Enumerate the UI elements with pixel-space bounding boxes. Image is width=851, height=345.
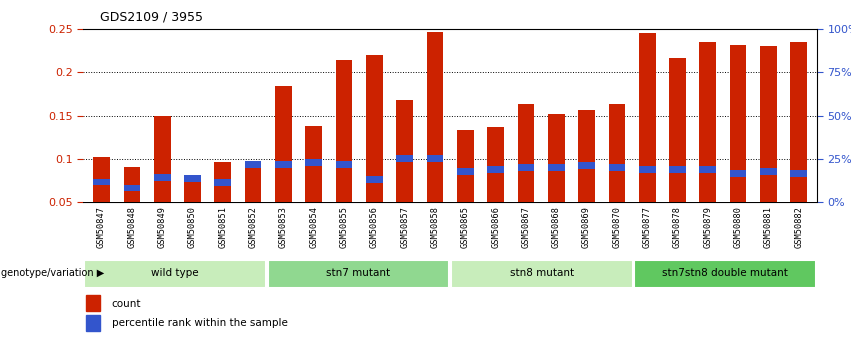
Bar (700, 166, 717, 172)
Bar (608, 164, 625, 171)
Bar (548, 114, 564, 202)
Text: GSM50878: GSM50878 (673, 206, 682, 248)
Text: genotype/variation ▶: genotype/variation ▶ (1, 268, 104, 278)
Bar (245, 161, 261, 168)
Bar (87, 315, 100, 331)
Bar (517, 164, 534, 171)
Bar (669, 58, 686, 202)
Text: stn8 mutant: stn8 mutant (510, 268, 574, 278)
Bar (426, 155, 443, 162)
Text: GDS2109 / 3955: GDS2109 / 3955 (100, 10, 203, 23)
Text: count: count (111, 299, 141, 309)
Bar (730, 45, 746, 202)
Bar (635, 260, 816, 288)
Text: percentile rank within the sample: percentile rank within the sample (111, 318, 288, 328)
Text: GSM50857: GSM50857 (400, 206, 409, 248)
Text: GSM50867: GSM50867 (522, 206, 530, 248)
Text: GSM50881: GSM50881 (764, 206, 773, 248)
Bar (366, 176, 383, 183)
Text: GSM50866: GSM50866 (491, 206, 500, 248)
Bar (94, 157, 110, 202)
Bar (669, 166, 686, 172)
Bar (791, 42, 807, 202)
Text: stn7stn8 double mutant: stn7stn8 double mutant (662, 268, 788, 278)
Bar (639, 33, 655, 202)
Text: GSM50870: GSM50870 (613, 206, 621, 248)
Bar (791, 170, 807, 177)
Bar (87, 295, 100, 311)
Text: GSM50849: GSM50849 (157, 206, 167, 248)
Bar (94, 179, 110, 186)
Text: GSM50880: GSM50880 (734, 206, 743, 248)
Bar (760, 46, 777, 202)
Bar (457, 168, 474, 175)
Text: GSM50853: GSM50853 (279, 206, 288, 248)
Bar (426, 32, 443, 202)
Text: GSM50848: GSM50848 (128, 206, 136, 248)
Bar (306, 159, 323, 166)
Bar (184, 175, 201, 182)
Bar (366, 55, 383, 202)
Bar (336, 161, 352, 168)
Text: GSM50882: GSM50882 (794, 206, 803, 248)
Text: GSM50847: GSM50847 (97, 206, 106, 248)
Text: GSM50869: GSM50869 (582, 206, 591, 248)
Bar (397, 155, 413, 162)
Bar (275, 161, 292, 168)
Text: stn7 mutant: stn7 mutant (327, 268, 391, 278)
Text: GSM50852: GSM50852 (248, 206, 258, 248)
Bar (760, 168, 777, 175)
Text: GSM50850: GSM50850 (188, 206, 197, 248)
Text: GSM50865: GSM50865 (461, 206, 470, 248)
Bar (608, 104, 625, 202)
Text: GSM50851: GSM50851 (219, 206, 227, 248)
Bar (214, 162, 231, 202)
Bar (245, 161, 261, 202)
Bar (451, 260, 632, 288)
Bar (154, 174, 170, 181)
Bar (457, 130, 474, 202)
Bar (517, 104, 534, 202)
Text: GSM50879: GSM50879 (703, 206, 712, 248)
Text: GSM50868: GSM50868 (551, 206, 561, 248)
Bar (268, 260, 449, 288)
Bar (123, 167, 140, 202)
Bar (275, 86, 292, 202)
Bar (578, 110, 595, 202)
Text: wild type: wild type (151, 268, 199, 278)
Bar (123, 185, 140, 191)
Bar (184, 179, 201, 202)
Bar (306, 126, 323, 202)
Text: GSM50856: GSM50856 (370, 206, 379, 248)
Bar (578, 162, 595, 169)
Bar (488, 167, 504, 173)
Bar (214, 179, 231, 186)
Bar (639, 166, 655, 172)
Bar (336, 60, 352, 202)
Bar (84, 260, 266, 288)
Bar (154, 116, 170, 202)
Bar (548, 164, 564, 171)
Text: GSM50858: GSM50858 (431, 206, 439, 248)
Bar (700, 42, 717, 202)
Text: GSM50877: GSM50877 (643, 206, 652, 248)
Bar (488, 127, 504, 202)
Text: GSM50855: GSM50855 (340, 206, 349, 248)
Bar (730, 170, 746, 177)
Bar (397, 100, 413, 202)
Text: GSM50854: GSM50854 (309, 206, 318, 248)
